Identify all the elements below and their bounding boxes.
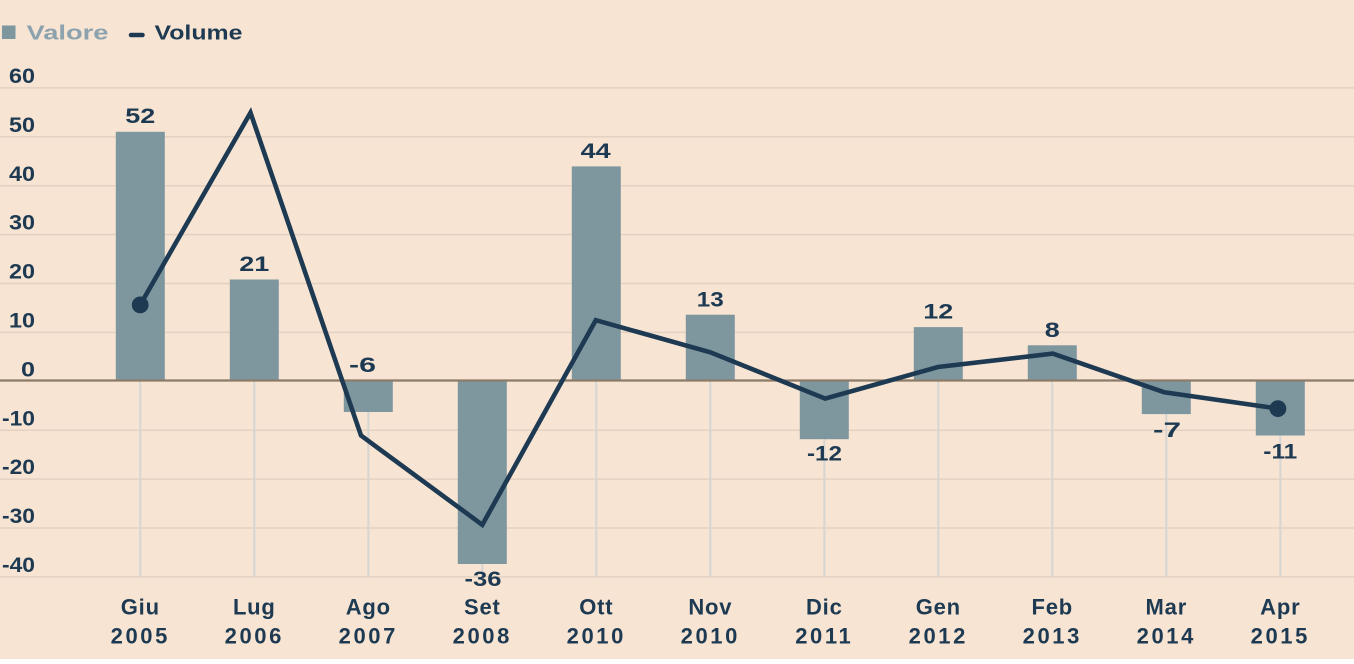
svg-text:Ago: Ago — [346, 595, 391, 620]
svg-text:50: 50 — [9, 114, 35, 137]
svg-text:-36: -36 — [465, 568, 502, 591]
svg-text:2012: 2012 — [909, 624, 968, 649]
svg-text:40: 40 — [9, 163, 35, 186]
svg-text:8: 8 — [1045, 319, 1060, 342]
svg-text:Set: Set — [464, 595, 501, 620]
svg-text:-10: -10 — [2, 407, 35, 430]
svg-text:21: 21 — [239, 253, 269, 276]
svg-text:-7: -7 — [1153, 419, 1181, 442]
svg-text:-20: -20 — [2, 456, 35, 479]
svg-text:2011: 2011 — [795, 624, 853, 649]
svg-text:2013: 2013 — [1023, 624, 1082, 649]
svg-text:-30: -30 — [2, 505, 35, 528]
svg-text:20: 20 — [9, 261, 35, 284]
svg-text:10: 10 — [9, 310, 35, 333]
svg-text:2015: 2015 — [1251, 624, 1310, 649]
svg-text:Apr: Apr — [1260, 595, 1300, 620]
svg-text:2006: 2006 — [225, 624, 284, 649]
svg-text:0: 0 — [21, 358, 35, 381]
svg-text:2014: 2014 — [1137, 624, 1196, 649]
svg-text:Lug: Lug — [233, 595, 276, 620]
svg-text:Gen: Gen — [916, 595, 961, 620]
svg-text:13: 13 — [697, 288, 724, 311]
svg-text:-12: -12 — [807, 442, 842, 465]
svg-text:60: 60 — [9, 65, 35, 88]
svg-text:44: 44 — [581, 140, 611, 163]
svg-text:Ott: Ott — [579, 595, 613, 620]
svg-text:Feb: Feb — [1032, 595, 1074, 620]
svg-text:30: 30 — [9, 212, 35, 235]
svg-text:Dic: Dic — [806, 595, 843, 620]
svg-text:2008: 2008 — [453, 624, 512, 649]
svg-text:Volume: Volume — [155, 23, 243, 45]
svg-text:Nov: Nov — [688, 595, 732, 620]
svg-text:12: 12 — [923, 301, 953, 324]
svg-text:52: 52 — [125, 105, 155, 128]
svg-text:2005: 2005 — [111, 624, 170, 649]
svg-text:Giu: Giu — [121, 595, 160, 620]
svg-text:Valore: Valore — [27, 23, 109, 45]
svg-text:Mar: Mar — [1146, 595, 1188, 620]
svg-text:-11: -11 — [1263, 441, 1297, 464]
svg-text:2010: 2010 — [567, 624, 626, 649]
svg-text:2010: 2010 — [681, 624, 740, 649]
svg-text:2007: 2007 — [339, 624, 398, 649]
svg-text:-6: -6 — [349, 354, 376, 377]
svg-text:-40: -40 — [2, 554, 35, 577]
